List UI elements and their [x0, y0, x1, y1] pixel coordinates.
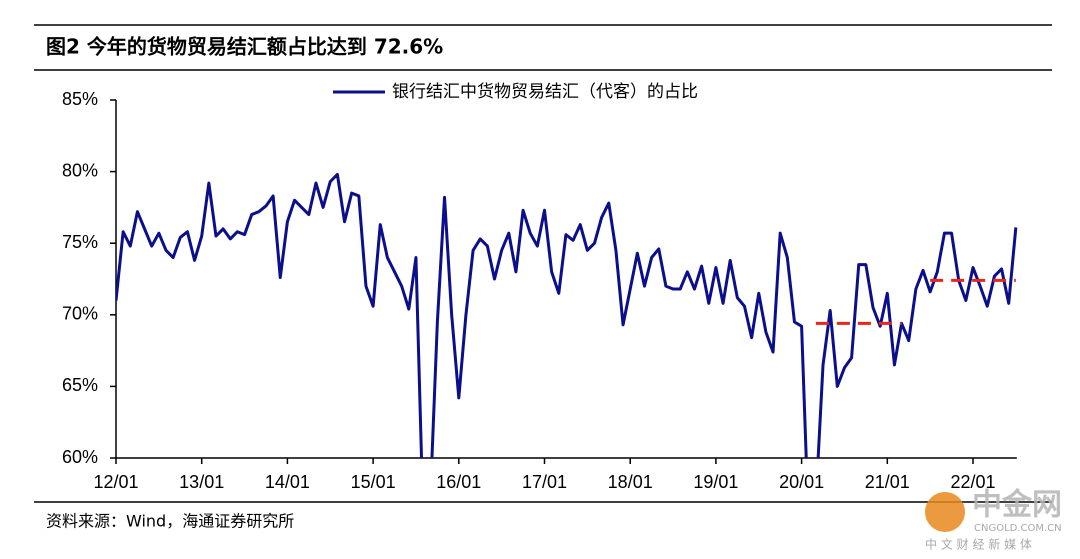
x-tick-label: 22/01: [950, 472, 995, 492]
y-tick-label: 65%: [62, 375, 98, 395]
watermark-slogan: 中 文 财 经 新 媒 体: [925, 537, 1032, 552]
legend-label: 银行结汇中货物贸易结汇（代客）的占比: [392, 82, 698, 102]
watermark-logo: [925, 492, 965, 532]
watermark: 中金网 CNGOLD.COM.CN 中 文 财 经 新 媒 体: [925, 488, 1062, 552]
x-tick-label: 13/01: [179, 472, 224, 492]
x-tick-label: 16/01: [436, 472, 481, 492]
x-tick-label: 20/01: [779, 472, 824, 492]
x-tick-label: 15/01: [351, 472, 396, 492]
y-tick-label: 80%: [62, 160, 98, 180]
y-tick-label: 85%: [62, 89, 98, 109]
watermark-site: CNGOLD.COM.CN: [974, 523, 1062, 534]
x-tick-label: 19/01: [693, 472, 738, 492]
x-tick-label: 21/01: [865, 472, 910, 492]
source: 资料来源：Wind，海通证券研究所: [46, 512, 294, 531]
watermark-name: 中金网: [972, 488, 1062, 523]
x-tick-label: 18/01: [608, 472, 653, 492]
x-tick-label: 12/01: [93, 472, 138, 492]
chart-title: 图2 今年的货物贸易结汇额占比达到 72.6%: [46, 35, 443, 59]
plot-area: [116, 172, 1018, 458]
y-tick-label: 75%: [62, 232, 98, 252]
series-line: [116, 172, 1018, 458]
y-tick-label: 60%: [62, 447, 98, 467]
x-tick-label: 17/01: [522, 472, 567, 492]
y-tick-label: 70%: [62, 304, 98, 324]
x-tick-label: 14/01: [265, 472, 310, 492]
